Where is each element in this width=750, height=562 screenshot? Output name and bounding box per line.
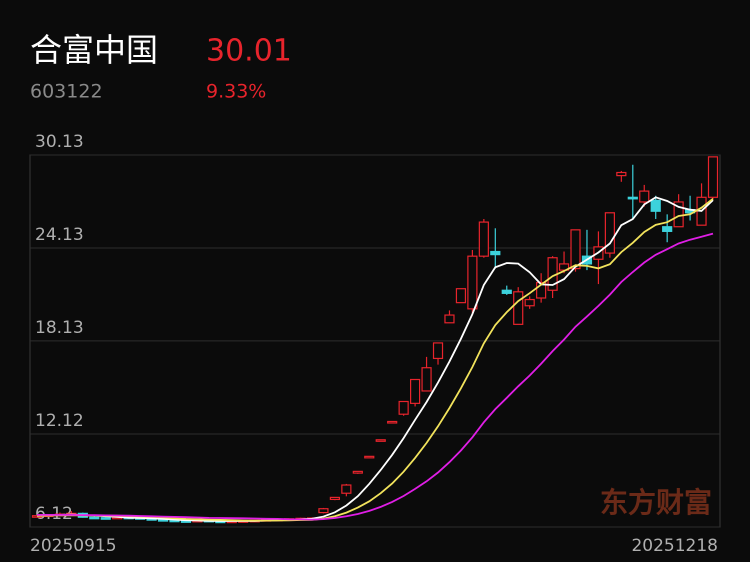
candle-body [570,229,581,270]
candle-body [501,289,512,294]
candle-body [536,281,547,299]
candle-body [707,156,719,198]
stock-name: 合富中国 [30,31,158,69]
candle-body [604,212,615,254]
candle-body [662,226,673,232]
candle-body [513,291,524,325]
candle-body [490,250,501,256]
candle-body [421,367,432,392]
candle-body [318,508,329,514]
candle-body [410,378,421,404]
candle-body [432,342,444,360]
candle-body [524,298,535,307]
candle-body [329,496,340,501]
candle-body [444,314,455,324]
y-tick-label: 24.13 [35,225,84,245]
candle-body [375,439,386,442]
candle-body [387,420,398,424]
moving-average-line [37,232,714,521]
candle-body [639,190,650,203]
candle-body [352,470,363,474]
candle-body [89,516,100,520]
price-change: 9.33% [206,81,266,103]
y-tick-label: 12.12 [35,411,84,431]
candle-body [673,201,684,228]
candle-body [616,171,627,177]
candle-body [478,221,489,257]
candle-body [341,484,352,494]
y-tick-label: 30.13 [35,132,84,152]
watermark: 东方财富 [600,486,712,519]
candle-body [100,517,111,520]
candle-body [467,255,478,310]
candle-body [650,199,661,212]
y-tick-label: 18.13 [35,318,84,338]
moving-average-line [36,196,714,522]
candle-body [627,196,638,200]
x-tick-label: 20250915 [30,536,117,556]
candle-body [455,288,467,304]
candle-body [364,455,375,459]
x-tick-label: 20251218 [631,536,718,556]
stock-code: 603122 [30,81,103,103]
candle-body [398,400,409,415]
stock-price: 30.01 [206,34,292,69]
